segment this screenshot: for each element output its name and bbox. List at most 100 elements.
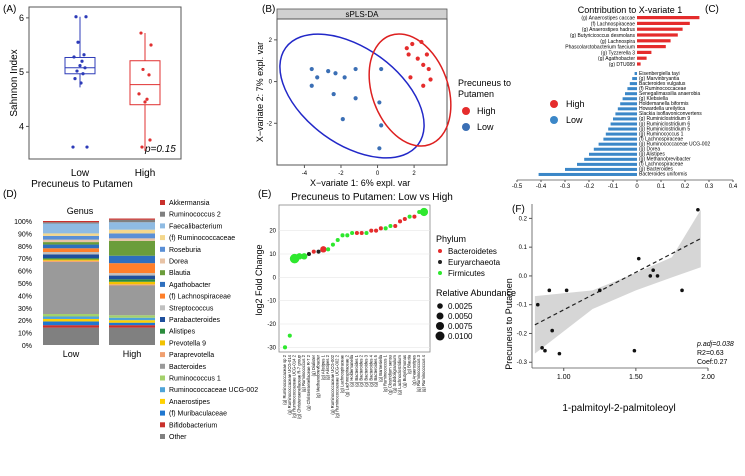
panel-c-label-low: (g) Ruminococcus 1 (639, 131, 684, 137)
panel-a-xticks: Low High (71, 168, 155, 179)
panel-e-point (287, 333, 292, 338)
panel-c-legend-high-label: High (566, 99, 585, 109)
panel-d-segment (43, 261, 99, 314)
panel-d-segment (43, 242, 99, 245)
panel-c-label-low: Bacteroides vulgatus (639, 81, 686, 87)
panel-e-point (364, 230, 369, 236)
panel-b-ytick-label: -2 (267, 121, 273, 127)
panel-a-point (137, 92, 141, 96)
panel-a-point (149, 43, 153, 47)
panel-c-label-high: (g) DTU089 (609, 62, 635, 68)
panel-d-segment (109, 281, 155, 285)
panel-a-point (78, 64, 82, 68)
panel-c-bar-low (629, 82, 637, 86)
panel-c-bar-low (632, 77, 637, 81)
panel-d-legend-label: Bacteroides (169, 364, 206, 371)
panel-d-segment (43, 314, 99, 317)
panel-c-label-high: Phascolarctobacterium faecium (565, 45, 635, 51)
panel-e-xtick-label: (g) Ruminococcus 3 (416, 354, 421, 392)
panel-c-xtick-label: -0.1 (608, 184, 619, 190)
panel-e-phylum-title: Phylum (436, 234, 466, 244)
panel-e-xtick-label: (g) Barnesiella (378, 354, 383, 382)
panel-a-point (85, 145, 89, 149)
panel-b-title: sPLS-DA (346, 10, 380, 19)
panel-b-point-low (309, 66, 314, 72)
panel-d-segment (43, 223, 99, 234)
panel-d-segment (109, 229, 155, 234)
panel-d-legend-label: Blautia (169, 270, 191, 277)
panel-e-tag: (E) (258, 189, 271, 200)
panel-a-box (129, 60, 161, 106)
panel-b-tag: (B) (262, 4, 275, 15)
panel-c-label-low: (f) Lachnospiraceae (639, 136, 683, 142)
panel-b-point-high (406, 52, 411, 57)
panel-c-label-low: (g) Ruminiclostridium 5 (639, 126, 690, 132)
panel-d-legend-swatch (160, 434, 165, 439)
panel-d-legend-swatch (160, 398, 165, 404)
panel-c-xtick-label: -0.4 (536, 184, 547, 190)
panel-a-xtick-label: Low (71, 168, 90, 179)
panel-f-xtick-label: 2.00 (701, 374, 715, 381)
panel-c-label-low: Bacteroides uniformis (639, 172, 688, 178)
panel-c-label-high: (g) Anaerostipes hadrus (582, 27, 636, 33)
panel-b-point-low (379, 123, 384, 128)
panel-f-scatter: 1.00 1.50 2.00 -0.3 -0.2 -0.1 0.0 0.1 0.2 (517, 204, 715, 381)
panel-c-bar-high (637, 45, 666, 49)
panel-c-bar-low (589, 152, 637, 156)
panel-a-box (64, 56, 96, 75)
panel-f-stat-r2: R2=0.63 (697, 350, 724, 357)
panel-a-point (81, 72, 85, 76)
panel-e-xtick-label: (g) Ruminococcaceae UCG-014 (287, 354, 292, 414)
panel-e-point (354, 230, 359, 236)
panel-d-segment (43, 318, 99, 322)
panel-d-segment (43, 321, 99, 326)
panel-e-xtick-label: (g) Ruminococcaceae UCG-002 2 (335, 354, 340, 418)
panel-a-point (141, 67, 145, 72)
panel-d-segment (43, 327, 99, 345)
panel-d-segment (43, 233, 99, 236)
panel-b-point-high (421, 83, 426, 88)
panel-d: (D) Genus 0% 10% 20% 30% 40% 50% 60% 70% 80% 90% 1… (3, 189, 258, 441)
panel-a-xlabel: Precuneus to Putamen (31, 179, 133, 190)
panel-e-abundance-label: 0.0075 (448, 322, 473, 331)
panel-f-stat-padj: p.adj=0.038 (696, 341, 734, 348)
panel-e-xtick-label: (g) Anaerostipes (411, 355, 416, 386)
panel-e-abundance-label: 0.0050 (448, 312, 473, 321)
panel-d-legend-swatch (160, 328, 165, 334)
panel-e-ytick-label: -30 (267, 345, 276, 351)
panel-d-legend-label: Paraprevotella (169, 352, 214, 359)
panel-f-point (648, 274, 653, 278)
panel-f-ylabel: Precuneus to Putamen (504, 278, 514, 370)
panel-e-xtick-label: (g) Ruminococcaceae sp 2 (282, 354, 287, 404)
panel-d-ytick-label: 90% (18, 231, 32, 238)
panel-a-point (84, 15, 88, 19)
panel-f-ytick-label: 0.1 (519, 245, 528, 251)
panel-b-point-low (353, 66, 358, 72)
panel-d-xtick-label: Low (63, 349, 80, 359)
panel-d-segment (109, 222, 155, 230)
panel-c-label-high: (f) Lachnospiraceae (591, 21, 635, 27)
panel-f-point (651, 268, 655, 272)
panel-b-point-high (424, 52, 429, 57)
panel-a-point (74, 15, 78, 19)
panel-e-xtick-label: (g) Ruminococcus 4 (421, 354, 426, 392)
panel-d-legend-swatch (160, 270, 165, 276)
panel-e-ytick-label: -20 (267, 322, 276, 328)
panel-e-xtick-label: (g) Lachnoclostridium (397, 354, 402, 395)
panel-b-point-high (415, 56, 420, 61)
panel-e-xtick-label: (g) Bacteroides 5 (373, 354, 378, 387)
panel-b-ylabel: X−variate 2: 7% expl. var (255, 42, 265, 142)
panel-d-legend-label: Faecalibacterium (169, 223, 222, 230)
panel-e-xtick-label: (g) Lachnospiraceae 2 (344, 354, 349, 396)
panel-c-bar-low (627, 87, 637, 91)
panel-d-segment (109, 263, 155, 274)
panel-a-point (75, 69, 79, 73)
panel-d-segment (109, 255, 155, 264)
panel-e-phylum-label: Bacteroidetes (448, 247, 497, 256)
panel-e-xtick-label: (g) Bacteroides 1 (354, 354, 359, 387)
panel-c-label-low: Howardella ureilytica (639, 106, 685, 112)
panel-c-label-low: (g) Dorea (639, 146, 660, 152)
panel-a-point (140, 145, 144, 149)
panel-d-segment (43, 259, 99, 261)
panel-b-point-low (379, 66, 384, 72)
